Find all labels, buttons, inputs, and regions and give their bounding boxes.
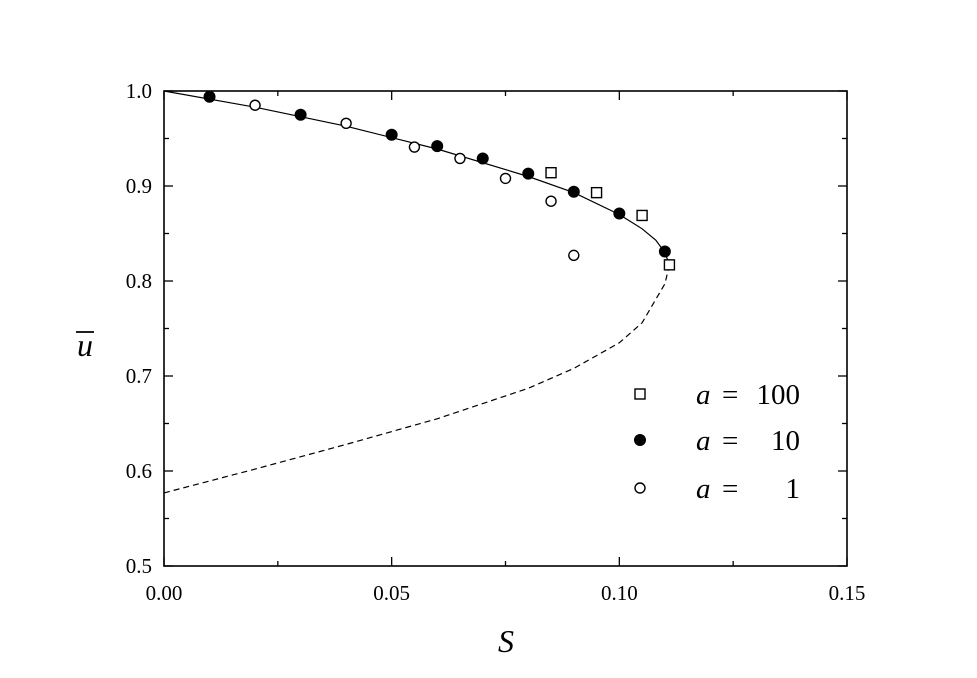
x-tick-label: 0.00 [146, 581, 183, 605]
legend-label-variable: a [696, 473, 711, 505]
data-markers [203, 90, 676, 271]
y-tick-label: 0.8 [126, 269, 152, 293]
data-point-filled-circle [294, 108, 307, 121]
legend-label-equals: = [722, 379, 738, 411]
data-point-filled-circle [431, 140, 444, 153]
data-point-open-square [545, 166, 557, 179]
y-tick-label: 0.6 [126, 459, 152, 483]
data-point-open-circle [249, 99, 261, 111]
data-point-open-circle [454, 152, 466, 165]
legend-marker-filled-circle [634, 434, 646, 446]
legend-marker-open-square [634, 388, 646, 400]
data-point-open-circle [340, 117, 352, 130]
data-point-open-circle [408, 141, 421, 153]
y-axis-title: u [77, 327, 93, 363]
legend-label-value: 10 [771, 425, 800, 457]
x-tick-label: 0.10 [601, 581, 638, 605]
legend: a = 100 a = 10 a = 1 [634, 379, 801, 505]
legend-label-variable: a [696, 379, 711, 411]
legend-label-equals: = [722, 473, 738, 505]
legend-label-equals: = [722, 425, 738, 457]
legend-marker-open-circle [634, 482, 646, 494]
data-point-filled-circle [385, 128, 398, 141]
y-tick-label: 0.9 [126, 174, 152, 198]
x-tick-label: 0.15 [829, 581, 866, 605]
y-tick-label: 0.5 [126, 554, 152, 578]
data-point-filled-circle [522, 167, 535, 180]
data-point-filled-circle [613, 207, 626, 220]
data-point-filled-circle [203, 90, 216, 103]
legend-label-variable: a [696, 425, 711, 457]
data-point-open-circle [545, 195, 557, 207]
axis-ticks [163, 90, 848, 567]
y-axis-title-group: u [76, 327, 94, 363]
data-point-open-square [590, 186, 603, 199]
data-point-open-square [636, 209, 648, 222]
data-point-filled-circle [476, 152, 489, 165]
dashed-curve [163, 264, 670, 494]
x-tick-label: 0.05 [373, 581, 410, 605]
y-tick-label: 1.0 [126, 79, 152, 103]
data-point-open-square [663, 259, 676, 271]
data-point-open-circle [499, 172, 512, 185]
data-point-filled-circle [658, 245, 671, 258]
plot-frame [163, 90, 848, 567]
legend-label-value: 1 [786, 473, 801, 505]
solid-curve [163, 90, 670, 266]
data-point-open-circle [568, 249, 580, 262]
data-point-filled-circle [567, 185, 580, 198]
tick-labels: 0.00 0.05 0.10 0.15 0.5 0.6 0.7 0.8 0.9 1.0 [126, 79, 866, 605]
x-axis-title: S [498, 623, 514, 659]
legend-label-value: 100 [757, 379, 801, 411]
y-tick-label: 0.7 [126, 364, 152, 388]
